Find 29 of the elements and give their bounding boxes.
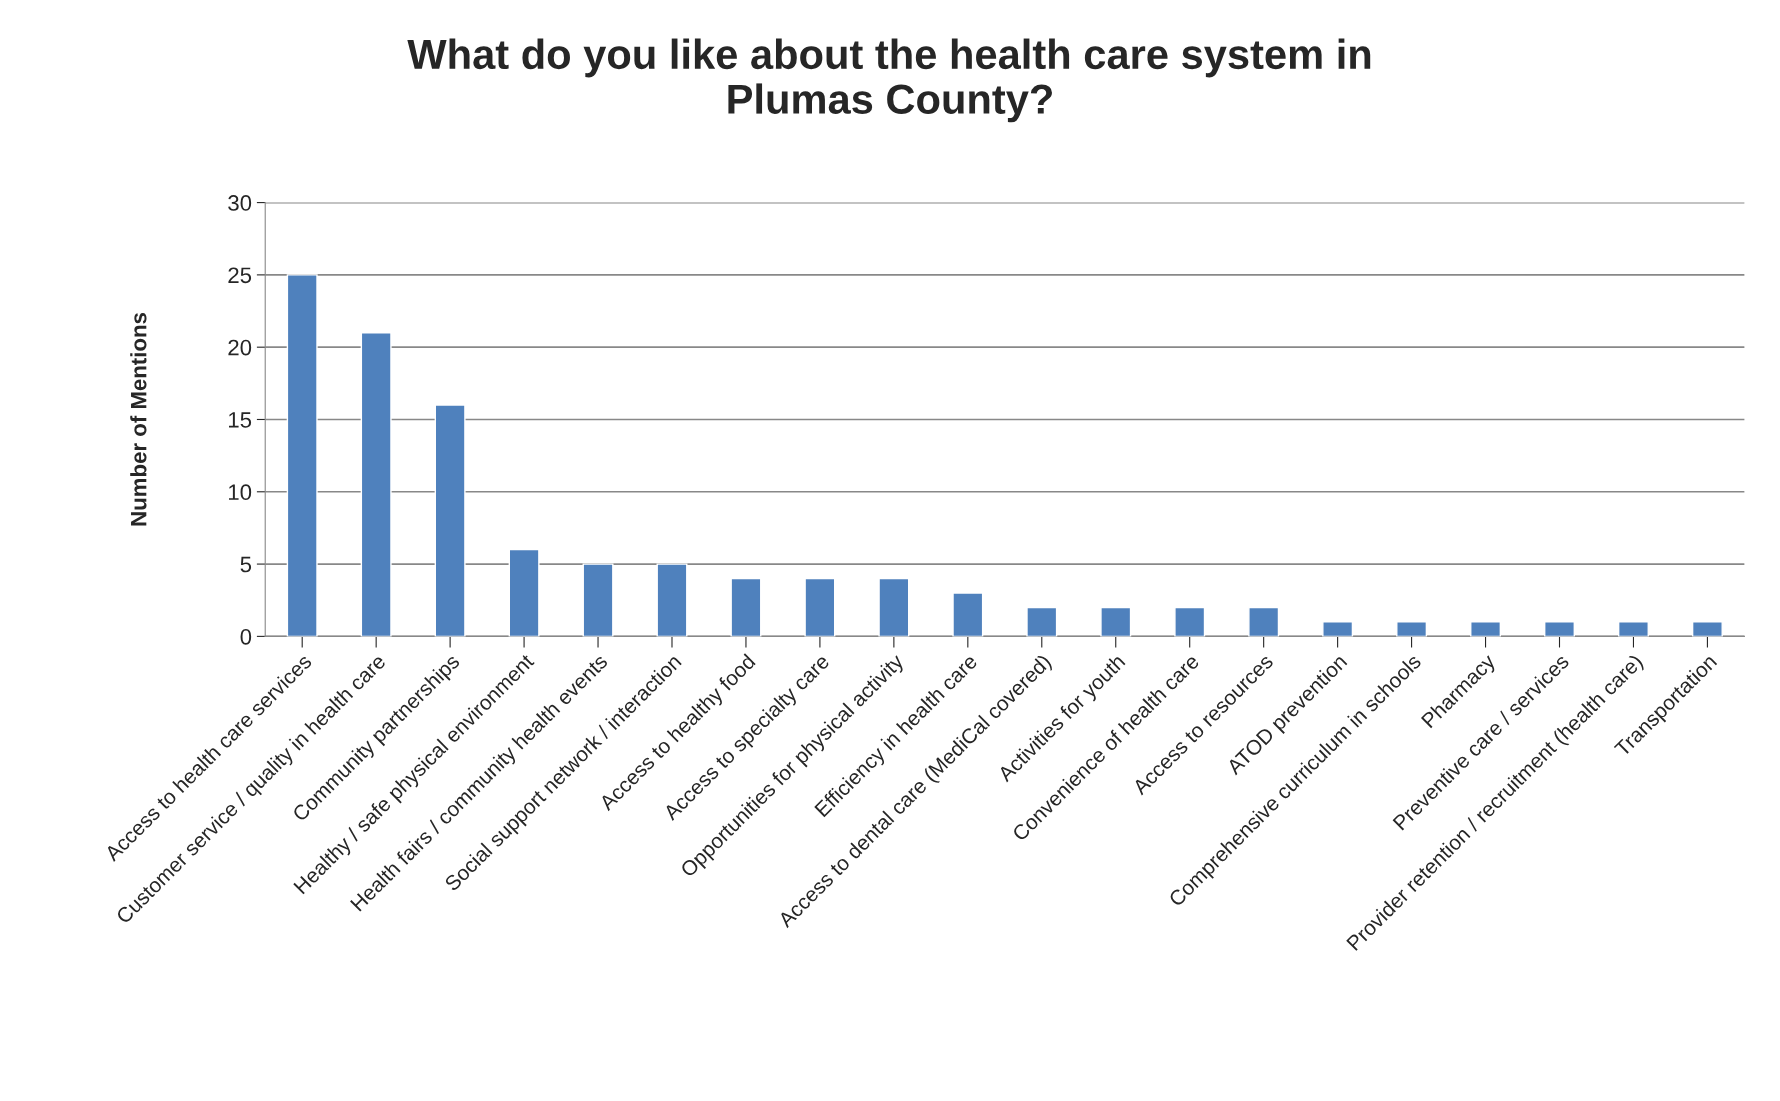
bar xyxy=(1322,621,1354,637)
bar xyxy=(952,592,984,637)
bar xyxy=(360,332,392,637)
bar xyxy=(582,563,614,637)
bar xyxy=(804,577,836,637)
bar xyxy=(286,274,318,637)
chart-title: What do you like about the health care system in Plumas County? xyxy=(407,38,1371,123)
bar xyxy=(878,577,910,637)
bar xyxy=(1026,606,1058,637)
bar xyxy=(1470,621,1502,637)
bar xyxy=(1396,621,1428,637)
bar xyxy=(508,548,540,637)
y-tick-label: 10 xyxy=(229,484,252,501)
bar xyxy=(1617,621,1649,637)
bar xyxy=(1544,621,1575,637)
y-tick-label: 20 xyxy=(228,339,252,356)
bar xyxy=(1248,606,1280,637)
y-tick-label: 5 xyxy=(240,556,252,573)
y-tick-label: 0 xyxy=(240,628,252,645)
y-tick-label: 15 xyxy=(229,412,252,428)
bar xyxy=(1174,606,1206,637)
y-axis-title: Number of Mentions xyxy=(130,312,147,526)
bar xyxy=(730,577,762,637)
bar xyxy=(656,563,688,637)
bar xyxy=(434,404,466,637)
bar xyxy=(1100,606,1132,637)
bar xyxy=(1691,621,1723,637)
y-tick-label: 30 xyxy=(228,195,252,211)
y-tick-label: 25 xyxy=(228,267,252,284)
